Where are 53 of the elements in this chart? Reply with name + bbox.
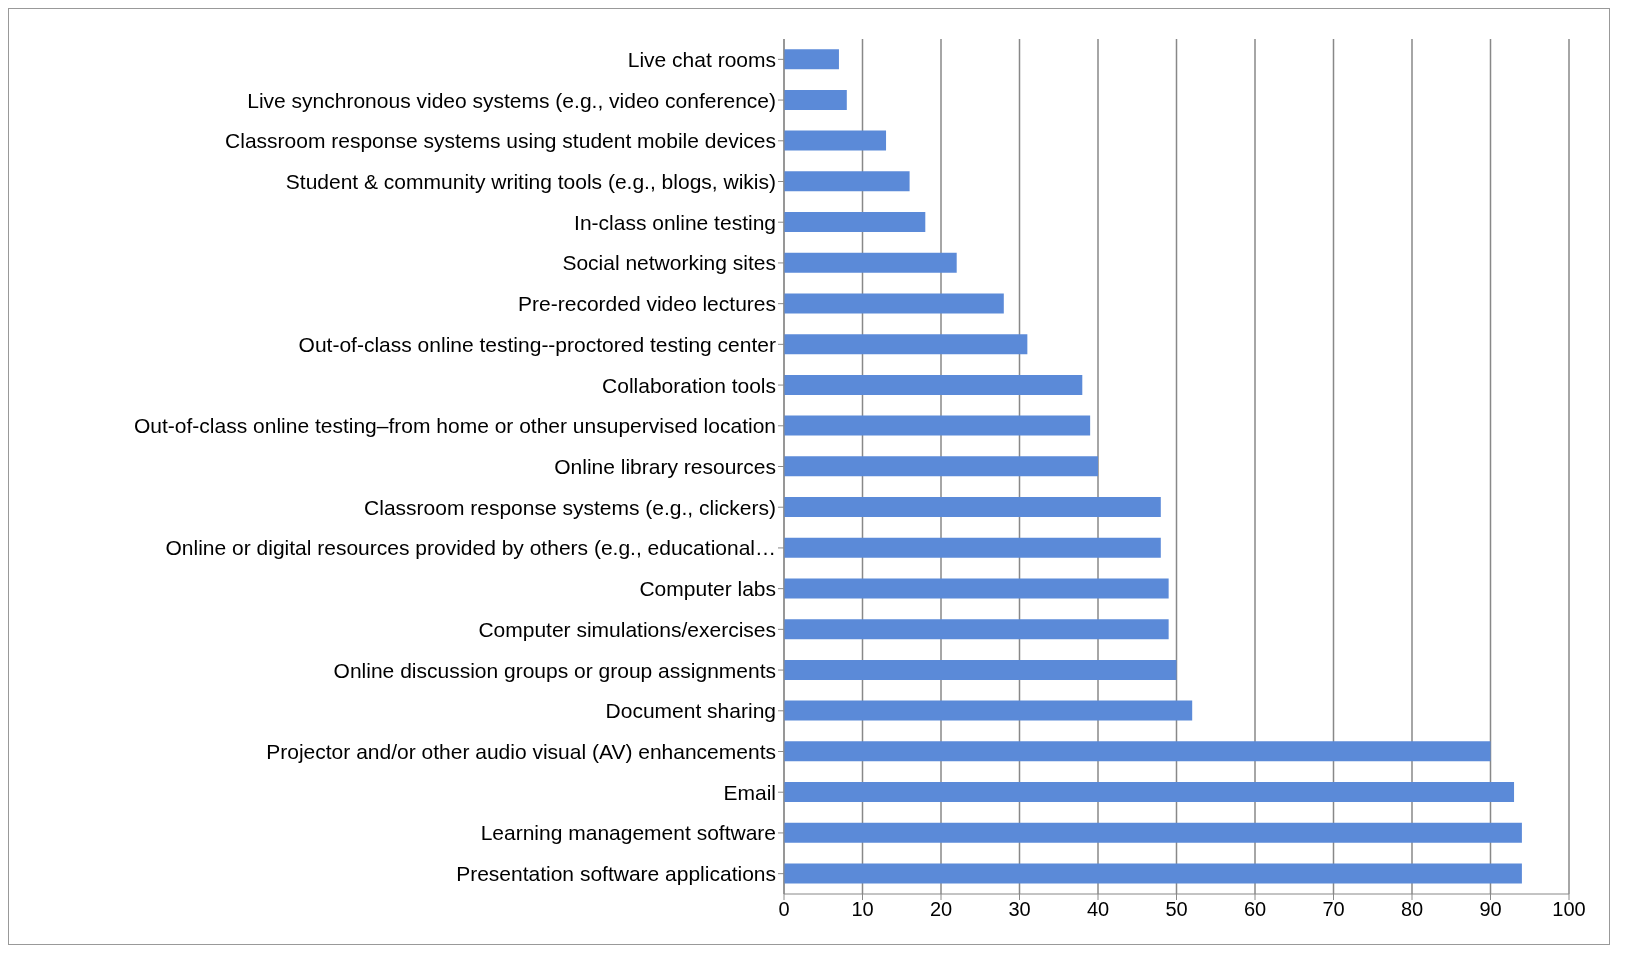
bar — [784, 700, 1193, 721]
y-tick-label: Online library resources — [554, 454, 776, 478]
y-tick-label: Pre-recorded video lectures — [518, 292, 776, 316]
bar — [784, 252, 957, 273]
y-tick-label: Classroom response systems using student mobile devices — [225, 129, 776, 153]
bar — [784, 863, 1522, 884]
bar — [784, 171, 910, 192]
bar — [784, 334, 1028, 355]
bar — [784, 741, 1491, 762]
x-tick-label: 100 — [1552, 898, 1586, 921]
x-tick-label: 90 — [1479, 898, 1502, 921]
x-tick-label: 80 — [1400, 898, 1424, 921]
bar — [784, 619, 1169, 640]
y-tick-label: Out-of-class online testing--proctored testing center — [298, 332, 776, 356]
y-tick-label: Live synchronous video systems (e.g., video conference) — [247, 88, 776, 112]
x-tick-label: 0 — [778, 898, 790, 921]
x-tick-label: 20 — [929, 898, 953, 921]
y-tick-label: Presentation software applications — [456, 862, 776, 886]
bar — [784, 497, 1161, 518]
y-tick-label: Email — [723, 780, 776, 804]
bar — [784, 374, 1083, 395]
bar — [784, 415, 1091, 436]
y-tick-label: Computer labs — [639, 577, 776, 601]
y-tick-label: Classroom response systems (e.g., clickers) — [364, 495, 776, 519]
bar — [784, 578, 1169, 599]
x-tick-label: 50 — [1165, 898, 1188, 921]
y-tick-label: In-class online testing — [574, 210, 776, 234]
y-tick-label: Document sharing — [605, 699, 776, 723]
bar — [784, 456, 1098, 477]
bar — [784, 537, 1161, 558]
y-tick-label: Social networking sites — [562, 251, 776, 275]
bar — [784, 89, 847, 110]
y-tick-label: Student & community writing tools (e.g., blogs, wikis) — [285, 169, 776, 193]
y-tick-label: Online discussion groups or group assignments — [333, 658, 776, 682]
y-tick-label: Out-of-class online testing–from home or other unsupervised location — [134, 414, 776, 438]
x-tick-label: 10 — [851, 898, 874, 921]
bar — [784, 49, 839, 70]
bar — [784, 130, 887, 151]
x-tick-label: 70 — [1322, 898, 1345, 921]
y-tick-label: Projector and/or other audio visual (AV) enhancements — [266, 739, 776, 763]
y-tick-label: Online or digital resources provided by others (e.g., educational… — [165, 536, 776, 560]
x-tick-label: 40 — [1086, 898, 1110, 921]
y-tick-label: Computer simulations/exercises — [478, 617, 776, 641]
bar — [784, 782, 1515, 803]
x-tick-label: 60 — [1243, 898, 1267, 921]
bar — [784, 212, 926, 233]
bar — [784, 822, 1522, 843]
bar — [784, 293, 1004, 314]
y-tick-label: Collaboration tools — [602, 373, 776, 397]
y-tick-label: Live chat rooms — [627, 47, 776, 71]
x-tick-label: 30 — [1008, 898, 1031, 921]
y-tick-label: Learning management software — [480, 821, 776, 845]
bar — [784, 659, 1177, 680]
